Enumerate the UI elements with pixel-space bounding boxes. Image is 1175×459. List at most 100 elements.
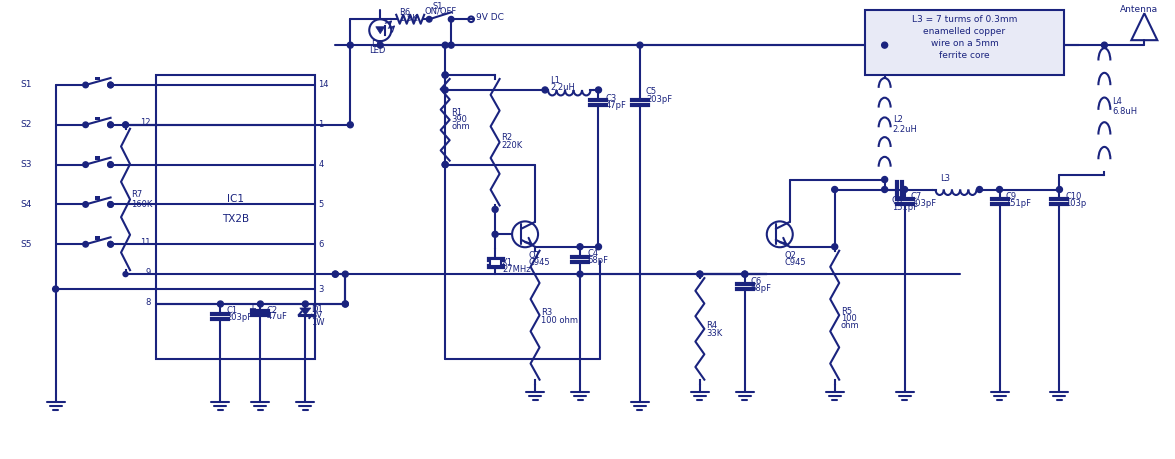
Circle shape [596, 87, 602, 93]
Circle shape [333, 271, 338, 277]
Text: R7: R7 [132, 190, 143, 199]
Circle shape [1056, 186, 1062, 192]
Text: 390: 390 [451, 115, 466, 124]
Text: R1: R1 [451, 108, 462, 118]
Text: 9: 9 [146, 268, 150, 277]
Circle shape [442, 72, 448, 78]
Text: C2: C2 [267, 307, 277, 315]
Text: C6: C6 [751, 277, 763, 285]
Circle shape [257, 301, 263, 307]
Text: L3: L3 [940, 174, 951, 183]
Text: R6: R6 [400, 8, 410, 17]
Bar [94, 117, 100, 120]
Text: Q2: Q2 [785, 251, 797, 260]
Bar [490, 259, 501, 266]
Text: C5: C5 [646, 88, 657, 96]
Text: 100: 100 [840, 313, 857, 323]
Bar [94, 157, 100, 160]
Circle shape [741, 271, 747, 277]
Text: ohm: ohm [451, 122, 470, 131]
Text: C945: C945 [785, 257, 806, 267]
Text: L4: L4 [1113, 97, 1122, 106]
Text: D2: D2 [371, 39, 383, 49]
Circle shape [448, 42, 455, 48]
Circle shape [122, 122, 128, 128]
Circle shape [577, 271, 583, 277]
Text: enamelled copper: enamelled copper [924, 27, 1006, 36]
Text: 33K: 33K [706, 330, 723, 338]
Circle shape [302, 301, 308, 307]
Text: 9V DC: 9V DC [476, 13, 504, 22]
Text: Q1: Q1 [528, 251, 540, 260]
Circle shape [82, 202, 88, 207]
Text: 68pF: 68pF [588, 256, 607, 265]
Circle shape [901, 186, 907, 192]
Circle shape [348, 42, 354, 48]
Text: R5: R5 [840, 307, 852, 316]
Circle shape [637, 42, 643, 48]
Text: S5: S5 [21, 240, 32, 249]
Circle shape [123, 272, 128, 277]
Circle shape [217, 301, 223, 307]
Text: R2: R2 [501, 133, 512, 142]
Text: LED: LED [369, 45, 385, 55]
Text: 2.2uH: 2.2uH [550, 84, 575, 92]
Circle shape [427, 17, 432, 22]
Circle shape [108, 202, 113, 207]
Circle shape [596, 244, 602, 250]
Text: TX2B: TX2B [222, 214, 249, 224]
Circle shape [976, 186, 982, 192]
Text: 6: 6 [318, 240, 323, 249]
Text: 220K: 220K [501, 141, 523, 150]
Circle shape [577, 244, 583, 250]
Bar [155, 75, 315, 359]
Circle shape [881, 177, 887, 183]
Text: 151pF: 151pF [1006, 199, 1032, 208]
Text: S4: S4 [21, 200, 32, 209]
Circle shape [449, 17, 454, 22]
Text: C9: C9 [1006, 192, 1016, 201]
Circle shape [342, 301, 348, 307]
Circle shape [333, 271, 338, 277]
Text: 160K: 160K [132, 200, 153, 209]
Circle shape [123, 122, 128, 127]
Text: L3 = 7 turms of 0.3mm: L3 = 7 turms of 0.3mm [912, 15, 1018, 24]
Text: 2.2uH: 2.2uH [893, 125, 918, 134]
Text: 8: 8 [146, 297, 150, 307]
Text: S1: S1 [432, 2, 443, 11]
Text: C10: C10 [1066, 192, 1082, 201]
Text: S3: S3 [21, 160, 32, 169]
Text: wire on a 5mm: wire on a 5mm [931, 39, 999, 48]
Circle shape [741, 271, 747, 277]
Text: 151pF: 151pF [892, 203, 918, 212]
Text: C3: C3 [605, 95, 617, 103]
Circle shape [108, 82, 113, 88]
Text: 6.8uH: 6.8uH [1113, 107, 1137, 116]
Circle shape [442, 72, 448, 78]
Text: 203pF: 203pF [911, 199, 936, 208]
Text: Antenna: Antenna [1120, 5, 1159, 14]
Circle shape [377, 42, 383, 48]
Text: 103p: 103p [1066, 199, 1087, 208]
Text: 203pF: 203pF [227, 313, 253, 322]
Circle shape [492, 231, 498, 237]
Text: 27MHz: 27MHz [502, 265, 531, 274]
Circle shape [442, 162, 448, 168]
Circle shape [348, 122, 354, 128]
Circle shape [697, 271, 703, 277]
Text: L1: L1 [550, 77, 560, 85]
Text: 1.5K: 1.5K [400, 14, 418, 23]
Circle shape [1101, 42, 1107, 48]
Circle shape [82, 162, 88, 168]
Circle shape [881, 42, 887, 48]
Text: +: + [248, 304, 256, 314]
Circle shape [697, 271, 703, 277]
Circle shape [542, 87, 548, 93]
Text: C4: C4 [588, 249, 598, 258]
Text: ohm: ohm [840, 321, 859, 330]
Circle shape [881, 186, 887, 192]
Text: 47uF: 47uF [267, 313, 287, 321]
Circle shape [82, 122, 88, 128]
Text: C7: C7 [911, 192, 922, 201]
Text: ON/OFF: ON/OFF [424, 7, 456, 16]
